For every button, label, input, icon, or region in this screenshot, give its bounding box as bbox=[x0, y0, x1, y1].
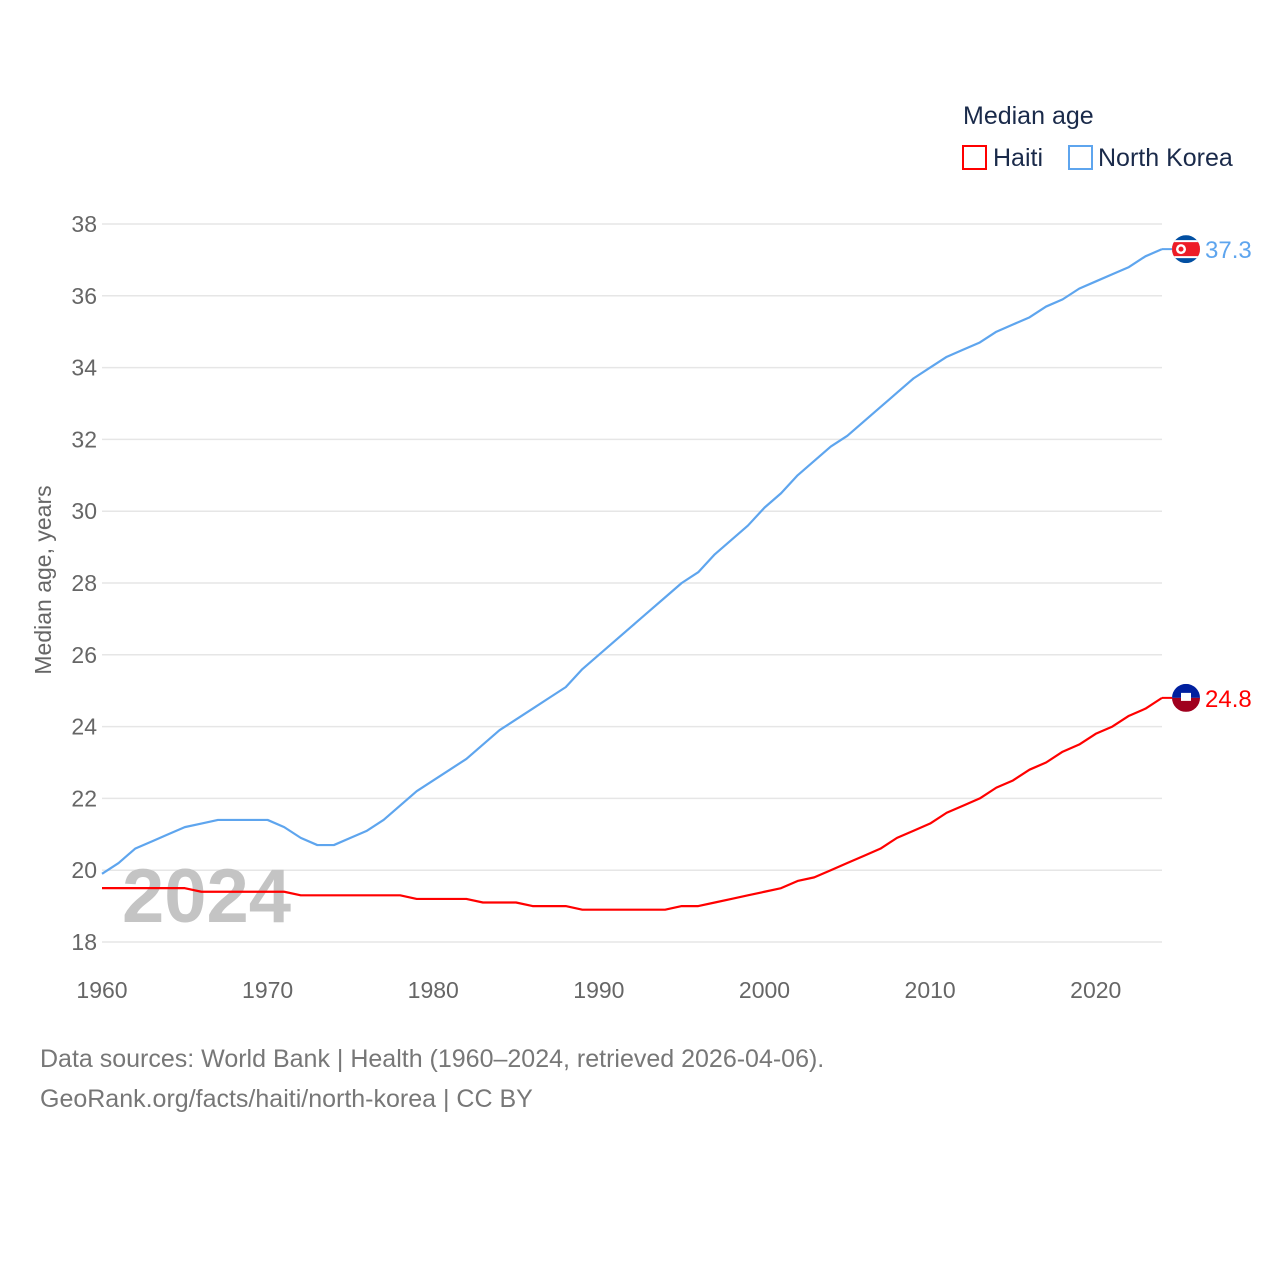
gridlines bbox=[102, 223, 1162, 943]
end-value-label-haiti: 24.8 bbox=[1205, 686, 1252, 713]
x-tick-label: 2020 bbox=[1070, 977, 1121, 1003]
y-tick-label: 30 bbox=[71, 498, 97, 524]
x-tick-label: 2000 bbox=[739, 977, 790, 1003]
y-tick-label: 26 bbox=[71, 642, 97, 668]
end-value-label-north-korea: 37.3 bbox=[1205, 237, 1252, 264]
series-line-haiti bbox=[102, 696, 1163, 911]
legend-label-haiti[interactable]: Haiti bbox=[993, 144, 1043, 172]
y-axis-label: Median age, years bbox=[30, 485, 56, 674]
y-tick-label: 34 bbox=[71, 355, 97, 381]
x-tick-label: 1960 bbox=[76, 977, 127, 1003]
y-tick-label: 32 bbox=[71, 426, 97, 452]
legend-swatch-haiti bbox=[962, 145, 987, 170]
legend-label-north-korea[interactable]: North Korea bbox=[1098, 144, 1233, 172]
watermark-year: 2024 bbox=[122, 854, 291, 939]
y-tick-label: 20 bbox=[71, 857, 97, 883]
north-korea-flag-icon bbox=[1172, 235, 1200, 264]
x-tick-label: 1970 bbox=[242, 977, 293, 1003]
haiti-flag-icon bbox=[1172, 683, 1200, 712]
series-lines: 24.8 37.3 bbox=[101, 235, 1252, 911]
data-source-note: Data sources: World Bank | Health (1960–… bbox=[40, 1045, 825, 1073]
y-tick-label: 22 bbox=[71, 785, 97, 811]
y-tick-label: 18 bbox=[71, 929, 97, 955]
x-tick-label: 1980 bbox=[408, 977, 459, 1003]
legend: Median age Haiti North Korea bbox=[962, 102, 1233, 172]
source-url[interactable]: GeoRank.org/facts/haiti/north-korea | CC… bbox=[40, 1085, 533, 1113]
y-tick-label: 36 bbox=[71, 283, 97, 309]
series-line-north-korea bbox=[101, 248, 1163, 875]
x-tick-label: 1990 bbox=[573, 977, 624, 1003]
y-tick-label: 28 bbox=[71, 570, 97, 596]
legend-swatch-north-korea bbox=[1068, 145, 1093, 170]
legend-title: Median age bbox=[963, 102, 1094, 130]
y-tick-label: 24 bbox=[71, 714, 97, 740]
y-axis: 18 20 22 24 26 28 30 32 34 36 38 bbox=[71, 211, 97, 955]
y-tick-label: 38 bbox=[71, 211, 97, 237]
x-tick-label: 2010 bbox=[905, 977, 956, 1003]
x-axis: 1960 1970 1980 1990 2000 2010 2020 bbox=[76, 977, 1121, 1003]
